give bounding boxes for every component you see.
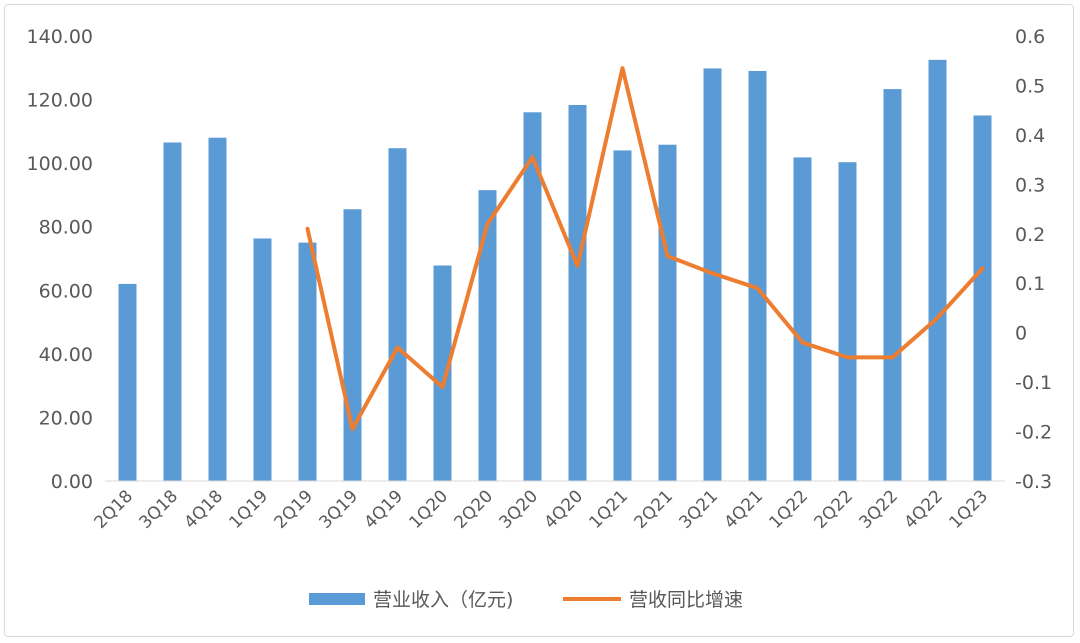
line-series [305, 66, 985, 432]
bar [973, 115, 992, 481]
right-tick-label: -0.1 [1015, 372, 1052, 394]
x-tick-label: 4Q19 [360, 486, 407, 533]
x-tick-label: 2Q18 [90, 486, 137, 533]
left-tick-label: 0.00 [51, 471, 93, 493]
left-tick-label: 20.00 [39, 407, 93, 429]
x-tick-label: 1Q23 [945, 486, 992, 533]
left-y-axis: 0.00 20.00 40.00 60.00 80.00 100.00 120.00 140.… [27, 26, 93, 493]
legend: 营业收入（亿元) 营收同比增速 [309, 589, 743, 611]
right-tick-label: 0.6 [1015, 26, 1045, 48]
left-tick-label: 140.00 [27, 26, 93, 48]
bar [523, 112, 542, 482]
x-tick-label: 3Q22 [855, 486, 902, 533]
bar [478, 190, 497, 482]
bar [793, 157, 812, 481]
right-tick-label: 0.4 [1015, 125, 1045, 147]
x-tick-label: 2Q21 [630, 486, 677, 533]
left-tick-label: 60.00 [39, 280, 93, 302]
bar [163, 142, 182, 481]
combo-chart: 0.00 20.00 40.00 60.00 80.00 100.00 120.00 140.… [27, 26, 1053, 611]
bar [928, 59, 947, 481]
left-tick-label: 80.00 [39, 217, 93, 239]
bar [613, 150, 632, 481]
legend-swatch-bar [309, 593, 365, 605]
bar [748, 70, 767, 481]
bar [658, 144, 677, 481]
x-tick-label: 1Q19 [225, 486, 272, 533]
x-tick-label: 3Q20 [495, 486, 542, 533]
bar [253, 238, 272, 481]
bar [298, 242, 317, 481]
bar [343, 209, 362, 481]
bar [883, 89, 902, 481]
right-tick-label: -0.3 [1015, 471, 1052, 493]
x-tick-label: 2Q20 [450, 486, 497, 533]
x-tick-label: 3Q21 [675, 486, 722, 533]
x-tick-label: 3Q18 [135, 486, 182, 533]
right-tick-label: 0.2 [1015, 224, 1045, 246]
growth-line [305, 66, 985, 432]
legend-label-line: 营收同比增速 [629, 589, 743, 611]
bar [208, 137, 227, 481]
right-tick-label: 0.3 [1015, 174, 1045, 196]
bar-series [118, 59, 992, 482]
legend-label-bar: 营业收入（亿元) [373, 589, 513, 611]
x-tick-labels: 2Q183Q184Q181Q192Q193Q194Q191Q202Q203Q20… [90, 486, 992, 533]
bar [388, 148, 407, 482]
x-tick-label: 4Q18 [180, 486, 227, 533]
right-tick-label: 0.1 [1015, 273, 1045, 295]
bar [838, 162, 857, 482]
left-tick-label: 100.00 [27, 153, 93, 175]
chart-frame: 0.00 20.00 40.00 60.00 80.00 100.00 120.00 140.… [4, 4, 1074, 637]
x-tick-label: 3Q19 [315, 486, 362, 533]
right-y-axis: -0.3 -0.2 -0.1 0 0.1 0.2 0.3 0.4 0.5 0.6 [1015, 26, 1052, 493]
right-tick-label: 0 [1015, 323, 1027, 345]
bar [118, 283, 137, 481]
x-tick-label: 1Q20 [405, 486, 452, 533]
x-tick-label: 2Q22 [810, 486, 857, 533]
left-tick-label: 40.00 [39, 344, 93, 366]
bar [568, 104, 587, 481]
right-tick-label: -0.2 [1015, 422, 1052, 444]
x-tick-label: 4Q20 [540, 486, 587, 533]
right-tick-label: 0.5 [1015, 75, 1045, 97]
bar [433, 265, 452, 481]
x-tick-label: 4Q21 [720, 486, 767, 533]
x-tick-label: 1Q21 [585, 486, 632, 533]
left-tick-label: 120.00 [27, 90, 93, 112]
x-tick-label: 1Q22 [765, 486, 812, 533]
x-tick-label: 4Q22 [900, 486, 947, 533]
x-tick-label: 2Q19 [270, 486, 317, 533]
